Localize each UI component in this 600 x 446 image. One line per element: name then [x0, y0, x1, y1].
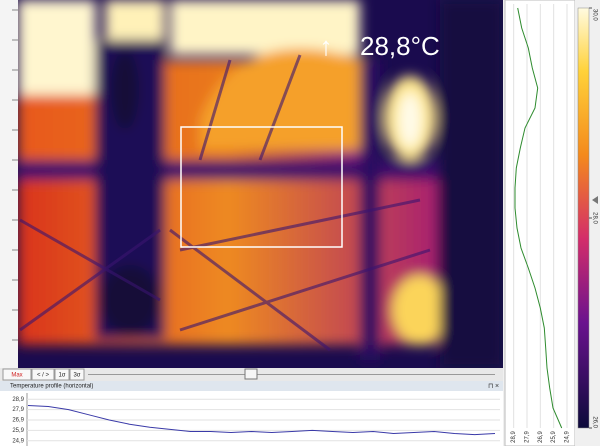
- toolbar-button-label: 3σ: [73, 373, 80, 379]
- scale-tick-label: 28,0: [591, 212, 597, 224]
- x-tick-label: 27,9: [525, 431, 531, 443]
- y-tick-label: 24,9: [12, 438, 24, 444]
- scale-tick-label: 30,0: [591, 9, 597, 21]
- thermal-image: ↑ 28,8°C: [18, 0, 503, 368]
- pin-button[interactable]: ⊓: [488, 383, 493, 390]
- toolbar-button-label: Max: [11, 373, 22, 379]
- toolbar-button-label: 1σ: [58, 373, 65, 379]
- x-tick-label: 26,9: [538, 431, 544, 443]
- color-scale-bar: [578, 8, 589, 428]
- scale-tick-label: 26,0: [591, 416, 597, 428]
- y-tick-label: 25,9: [12, 428, 24, 434]
- ruler: [0, 0, 18, 368]
- max-arrow: ↑: [320, 31, 333, 61]
- y-tick-label: 27,9: [12, 407, 24, 413]
- y-tick-label: 28,9: [12, 397, 24, 403]
- x-tick-label: 28,9: [511, 431, 517, 443]
- slider-thumb[interactable]: [245, 369, 257, 379]
- max-temperature: 28,8°C: [360, 31, 440, 61]
- panel-title: Temperature profile (horizontal): [10, 384, 93, 390]
- x-tick-label: 24,9: [565, 431, 571, 443]
- thermal-app: ↑ 28,8°C Max < / > 1σ 3σ Temperature profil…: [0, 0, 600, 446]
- close-button[interactable]: ×: [495, 383, 499, 390]
- y-tick-label: 26,9: [12, 418, 24, 424]
- toolbar-button-label: < / >: [37, 373, 50, 379]
- x-tick-label: 25,9: [551, 431, 557, 443]
